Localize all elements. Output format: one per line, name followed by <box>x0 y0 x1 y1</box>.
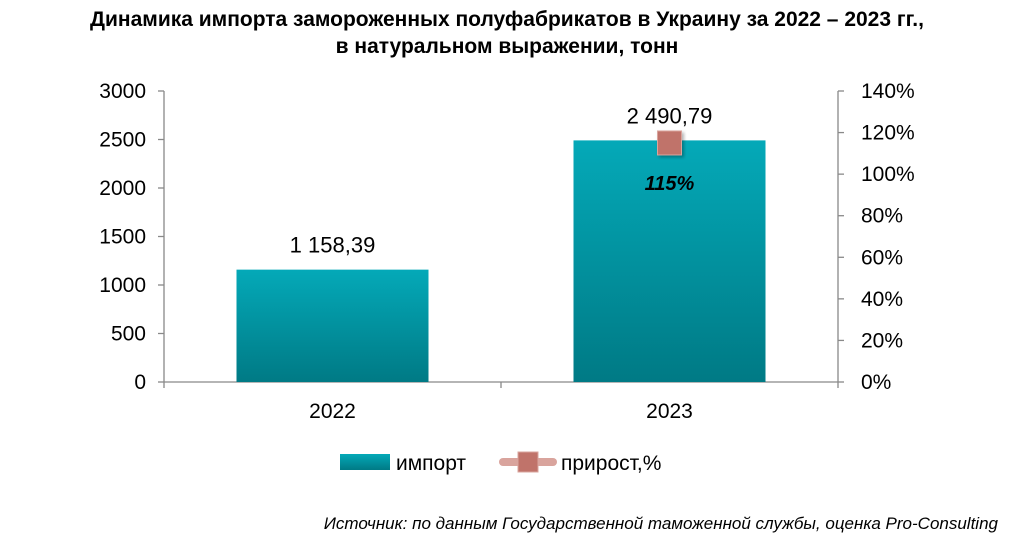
y-left-tick-label: 2000 <box>99 177 146 200</box>
y-left-tick-label: 1000 <box>99 274 146 297</box>
growth-marker-2023 <box>657 130 682 156</box>
legend-label-growth: прирост,% <box>561 452 661 475</box>
y-right-tick-label: 100% <box>861 163 915 186</box>
legend-swatch-import <box>340 454 390 470</box>
growth-value-label: 115% <box>645 173 695 195</box>
y-right-tick-label: 0% <box>861 371 891 394</box>
y-right-tick-label: 20% <box>861 329 903 352</box>
chart-title-line-2: в натуральном выражении, тонн <box>335 35 679 58</box>
y-right-tick-label: 120% <box>861 122 915 145</box>
y-right-tick-label: 80% <box>861 205 903 228</box>
legend-marker-growth <box>517 451 539 473</box>
bar-2023 <box>573 140 766 382</box>
plot-area: 0 500 1000 1500 2000 2500 3000 0% 20% 40% 60% 80% 10… <box>99 80 914 475</box>
y-left-tick-label: 500 <box>111 323 146 346</box>
bar-2022 <box>236 269 429 382</box>
y-right-tick-label: 40% <box>861 288 903 311</box>
y-left-tick-label: 0 <box>134 371 146 394</box>
legend-label-import: импорт <box>396 452 466 475</box>
y-left-tick-label: 3000 <box>99 80 146 103</box>
bar-value-label: 1 158,39 <box>290 233 376 258</box>
y-left-tick-label: 1500 <box>99 226 146 249</box>
chart-title: Динамика импорта замороженных полуфабрик… <box>0 6 1014 60</box>
y-right-tick-label: 60% <box>861 246 903 269</box>
source-note: Источник: по данным Государственной тамо… <box>323 514 998 533</box>
bar-value-label: 2 490,79 <box>627 103 713 128</box>
x-tick-label: 2023 <box>646 400 693 423</box>
x-tick-label: 2022 <box>309 400 356 423</box>
y-left-tick-label: 2500 <box>99 129 146 152</box>
y-right-tick-label: 140% <box>861 80 915 103</box>
chart-title-line-1: Динамика импорта замороженных полуфабрик… <box>90 8 924 31</box>
